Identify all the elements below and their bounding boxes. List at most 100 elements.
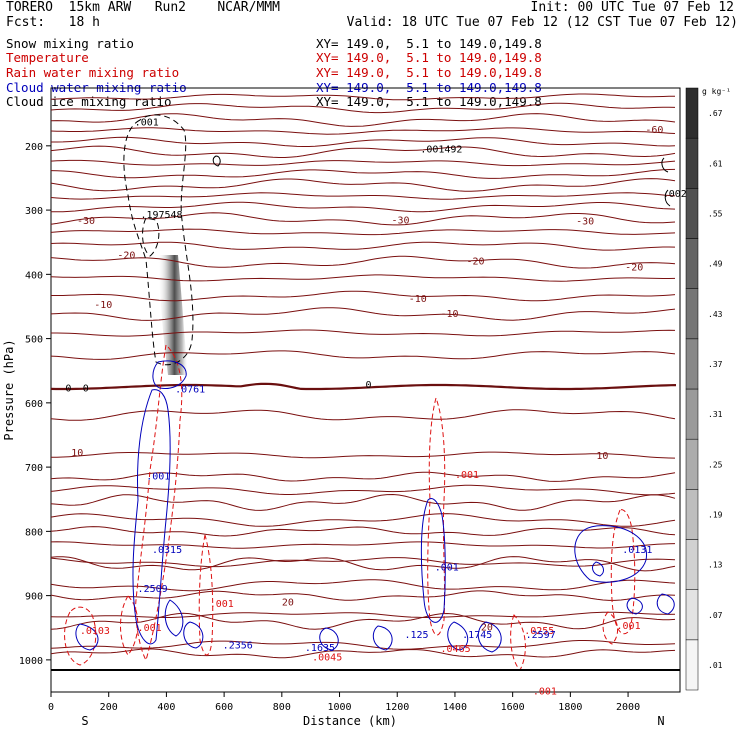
cloud-water-max-label: .001 [146,471,170,482]
rain-max-label: .0045 [312,653,342,664]
temperature-label: 0 [366,380,372,391]
isotherm-line-low [50,612,676,630]
freezing-line-path [50,382,677,391]
isotherm-line [50,168,676,179]
y-tick-label: 900 [25,592,43,603]
freezing-level-line [50,382,677,391]
isotherm-line [50,579,676,592]
rain-max-label: .001 [138,623,162,634]
snow-contour [123,114,194,366]
isotherm-line [51,329,676,337]
colorbar-tick-label: .61 [708,159,723,168]
temperature-label: -30 [77,216,95,227]
x-tick-label: 400 [157,702,175,713]
isotherm-line [50,127,676,135]
cloud-water-max-label: .001 [435,563,459,574]
contour-labels: -60 -30 -30 -30 -20 -20 -20 -10 -10 -10 0 0 0 10 10 20 2… [65,117,698,697]
isotherm-line-low [50,648,676,659]
isotherm-line [50,228,676,236]
snow-mixing-ratio-shading [158,255,188,375]
x-tick-label: 1800 [558,702,582,713]
isotherm-line [50,640,676,650]
cloud-water-contour [372,625,393,651]
rain-max-label: .0465 [441,644,471,655]
isotherm-line [50,192,676,200]
cloud-water-contour [656,593,675,615]
rain-contour [602,611,618,645]
temperature-label: -10 [441,309,459,320]
isotherm-line [50,513,676,527]
model-run-label: TORERO 15km ARW Run2 NCAR/MMM [6,0,280,15]
cloud-water-max-label: .1745 [462,630,492,641]
cloud-water-contour [626,597,643,615]
x-tick-label: 600 [215,702,233,713]
cloud-water-max-label: .0761 [175,385,205,396]
temperature-label: 20 [282,598,294,609]
rain-max-label: .001 [455,470,479,481]
isotherm-line [51,136,676,147]
temperature-label: -30 [576,217,594,228]
isotherm-line [50,178,676,192]
cloud-water-contour [477,621,502,653]
colorbar-tick-label: .01 [708,661,723,670]
colorbar: .01 .07 .13 .19 .25 .31 .37 .43 .49 .55 .61 .67 [685,87,723,691]
colorbar-tick-label: .49 [708,260,723,269]
snow-shading-core [158,255,188,375]
temperature-label: 10 [596,451,608,462]
legend-rain-name: Rain water mixing ratio [6,65,180,80]
snow-max-label: .197548 [140,210,182,221]
cloud-ice-contour [661,157,671,207]
isotherm-line [50,541,676,549]
temperature-label: -20 [466,256,484,267]
isotherm-line [51,290,676,302]
temperature-label: 10 [71,448,83,459]
colorbar-cell [685,539,699,590]
x-tick-label: 1200 [385,702,409,713]
temperature-label: 0 [65,384,71,395]
forecast-hour-label: Fcst: 18 h [6,15,100,30]
colorbar-tick-label: .67 [708,109,723,118]
y-tick-label: 700 [25,463,43,474]
legend-rain-xy: XY= 149.0, 5.1 to 149.0,149.8 [316,65,542,80]
isotherm-line [50,102,676,114]
rain-max-label: .001 [533,687,557,698]
cloud-water-max-label: .0315 [152,545,182,556]
colorbar-unit: g kg⁻¹ [702,87,731,96]
colorbar-tick-label: .07 [708,611,723,620]
rain-contour [64,606,97,666]
temperature-label: -60 [645,125,663,136]
temperature-label: 20 [481,623,493,634]
y-tick-label: 1000 [19,656,43,667]
cloud-ice-contour [212,155,221,167]
rain-contour [198,534,214,656]
x-tick-label: 2000 [616,702,640,713]
isotherm-line [50,145,676,158]
cloud-water-max-label: .125 [404,630,428,641]
y-axis: 200 300 400 500 600 700 800 900 1000 [19,142,51,667]
cloud-water-max-label: .0131 [622,545,652,556]
rain-max-label: .0255 [524,626,554,637]
init-time-label: Init: 00 UTC Tue 07 Feb 12 [530,0,735,15]
temperature-isotherms [50,93,676,659]
rain-max-label: .001 [617,621,641,632]
isotherm-line [50,451,676,459]
isotherm-line [50,159,676,167]
colorbar-cell [685,137,699,189]
colorbar-tick-label: .19 [708,510,723,519]
rain-max-label: .0103 [80,626,110,637]
isotherm-line [50,255,676,269]
y-tick-label: 500 [25,335,43,346]
cloud-water-contours [75,360,675,653]
colorbar-tick-label: .55 [708,209,723,218]
rain-max-label: .001 [210,599,234,610]
isotherm-line [50,241,676,251]
x-tick-label: 800 [273,702,291,713]
cloud-water-contour [420,498,446,623]
isotherm-line-low [50,493,676,511]
cloud-ice-max-label: .001492 [420,144,462,155]
temperature-label: -20 [117,251,135,262]
cloud-ice-contours [212,155,671,207]
rain-contours [64,343,636,671]
cloud-water-contour [75,623,99,651]
colorbar-cell [685,589,699,641]
